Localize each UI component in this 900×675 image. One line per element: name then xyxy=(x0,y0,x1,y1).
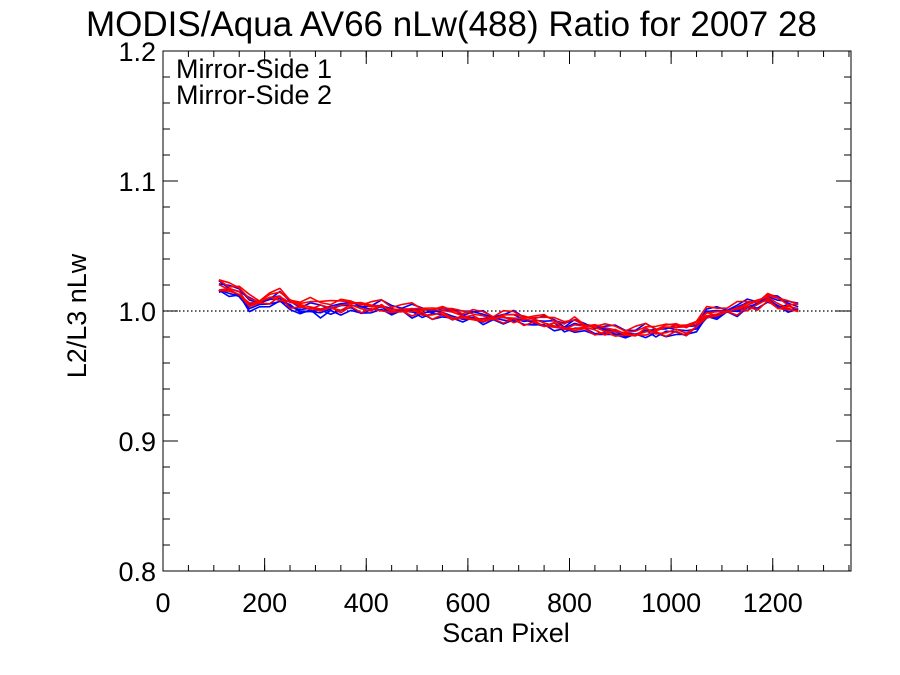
series-line-2 xyxy=(218,279,799,332)
y-tick-label: 1.2 xyxy=(118,37,156,67)
x-axis: 0 200 400 600 800 1000 1200 xyxy=(155,51,850,618)
legend: Mirror-Side 1 Mirror-Side 2 xyxy=(176,54,332,110)
y-tick-label: 0.9 xyxy=(118,427,156,457)
y-tick-label: 0.8 xyxy=(118,557,156,587)
series-line-2 xyxy=(218,279,799,334)
plot-area xyxy=(162,50,852,572)
y-axis: 0.8 0.9 1.0 1.1 1.2 xyxy=(118,37,851,587)
legend-entry-mirror-side-2: Mirror-Side 2 xyxy=(176,80,332,110)
series-1 xyxy=(218,280,799,339)
x-tick-label: 1200 xyxy=(743,588,803,618)
x-tick-label: 600 xyxy=(445,588,490,618)
series-line-1 xyxy=(218,283,799,336)
x-tick-label: 0 xyxy=(155,588,170,618)
x-tick-label: 800 xyxy=(547,588,592,618)
series-line-2 xyxy=(218,283,799,336)
chart-title: MODIS/Aqua AV66 nLw(488) Ratio for 2007 … xyxy=(86,5,817,44)
legend-entry-mirror-side-1: Mirror-Side 1 xyxy=(176,54,332,84)
y-tick-label: 1.0 xyxy=(118,297,156,327)
y-tick-label: 1.1 xyxy=(118,167,156,197)
x-tick-label: 200 xyxy=(242,588,287,618)
x-tick-label: 400 xyxy=(344,588,389,618)
x-tick-label: 1000 xyxy=(641,588,701,618)
x-axis-label: Scan Pixel xyxy=(442,618,570,648)
y-axis-label: L2/L3 nLw xyxy=(62,253,92,378)
series-line-2 xyxy=(218,289,799,338)
series-2 xyxy=(218,279,799,338)
